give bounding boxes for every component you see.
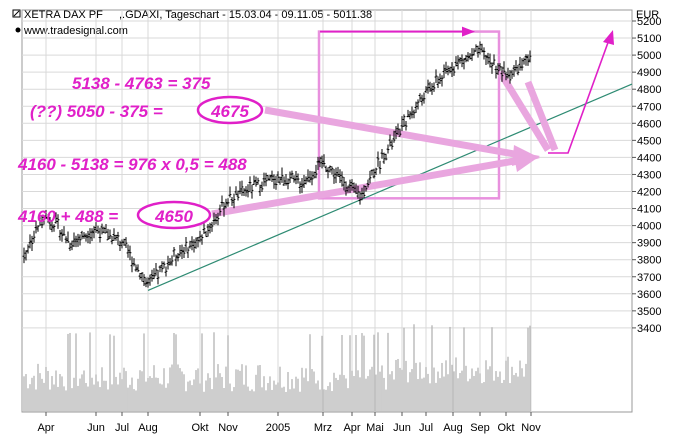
x-tick-label: Mrz xyxy=(314,422,332,434)
currency-label: EUR xyxy=(636,9,659,21)
price-candles xyxy=(22,41,532,288)
y-tick-label: 4800 xyxy=(637,84,661,96)
y-axis: 3400 3500 3600 3700 3800 3900 4000 4100 4200 4300… xyxy=(632,16,661,335)
x-tick-label: Jul xyxy=(419,422,433,434)
y-tick-label: 3500 xyxy=(637,306,661,318)
annotation-line-2-highlight xyxy=(196,95,264,125)
y-tick-label: 4600 xyxy=(637,118,661,130)
y-tick-label: 3600 xyxy=(637,289,661,301)
annotation-line-1: 5138 - 4763 = 375 xyxy=(72,74,211,93)
x-tick-label: Okt xyxy=(497,422,514,434)
y-tick-label: 4100 xyxy=(637,204,661,216)
annotations: 5138 - 4763 = 375 (??) 5050 - 375 = 4675… xyxy=(17,74,264,230)
x-tick-label: Okt xyxy=(191,422,208,434)
target-arrow-4650-head xyxy=(513,151,540,172)
analysis-overlay xyxy=(147,26,633,291)
chart-header: XETRA DAX PF ,.GDAXI, Tageschart - 15.03… xyxy=(12,9,659,37)
y-tick-label: 5200 xyxy=(637,16,661,28)
y-tick-label: 4900 xyxy=(637,67,661,79)
x-tick-label: Jun xyxy=(87,422,105,434)
projection-path-1 xyxy=(497,70,551,152)
y-tick-label: 3800 xyxy=(637,255,661,267)
annotation-line-2-target: 4675 xyxy=(210,102,249,121)
y-tick-label: 5000 xyxy=(637,50,661,62)
x-axis: Apr Jun Jul Aug Okt Nov 2005 Mrz Apr Mai Jun Jul Aug… xyxy=(37,412,541,434)
x-tick-label: 2005 xyxy=(266,422,290,434)
volume-bars xyxy=(23,324,531,412)
y-tick-label: 4000 xyxy=(637,221,661,233)
target-arrow-4675 xyxy=(264,106,521,159)
y-tick-label: 3900 xyxy=(637,238,661,250)
plot-frame xyxy=(21,9,633,413)
x-tick-label: Nov xyxy=(218,422,238,434)
breakout-projection-arrow-head xyxy=(603,30,614,45)
y-tick-label: 4400 xyxy=(637,152,661,164)
chart-title: XETRA DAX PF xyxy=(24,9,103,21)
y-tick-label: 4300 xyxy=(637,169,661,181)
x-tick-label: Nov xyxy=(521,422,541,434)
chart-symbol-info: ,.GDAXI, Tageschart - 15.03.04 - 09.11.0… xyxy=(119,9,372,21)
symbol-icon xyxy=(12,9,21,18)
symbol-icon-stroke xyxy=(13,10,20,17)
x-tick-label: Sep xyxy=(470,422,490,434)
x-tick-label: Jul xyxy=(115,422,129,434)
grid-lines xyxy=(21,9,633,413)
website-label: www.tradesignal.com xyxy=(23,25,128,37)
y-tick-label: 4700 xyxy=(637,101,661,113)
support-trendline xyxy=(147,83,633,291)
x-tick-label: Apr xyxy=(343,422,360,434)
y-tick-label: 4500 xyxy=(637,135,661,147)
y-tick-label: 3700 xyxy=(637,272,661,284)
x-tick-label: Aug xyxy=(138,422,158,434)
projection-path-2 xyxy=(524,80,559,152)
y-tick-label: 5100 xyxy=(637,33,661,45)
website-bullet-icon xyxy=(15,27,21,33)
y-tick-label: 4200 xyxy=(637,187,661,199)
annotation-line-2: (??) 5050 - 375 = xyxy=(30,102,163,121)
annotation-line-3: 4160 - 5138 = 976 x 0,5 = 488 xyxy=(17,155,247,174)
annotation-line-4-target: 4650 xyxy=(154,207,193,226)
x-tick-label: Jun xyxy=(393,422,411,434)
x-tick-label: Mai xyxy=(366,422,384,434)
x-tick-label: Apr xyxy=(37,422,54,434)
y-tick-label: 3400 xyxy=(637,323,661,335)
x-tick-label: Aug xyxy=(443,422,463,434)
annotation-line-4-highlight xyxy=(136,200,212,230)
annotation-line-4: 4160 + 488 = xyxy=(17,207,118,226)
high-level-arrow-head xyxy=(462,26,475,37)
breakout-projection-arrow xyxy=(548,36,611,154)
